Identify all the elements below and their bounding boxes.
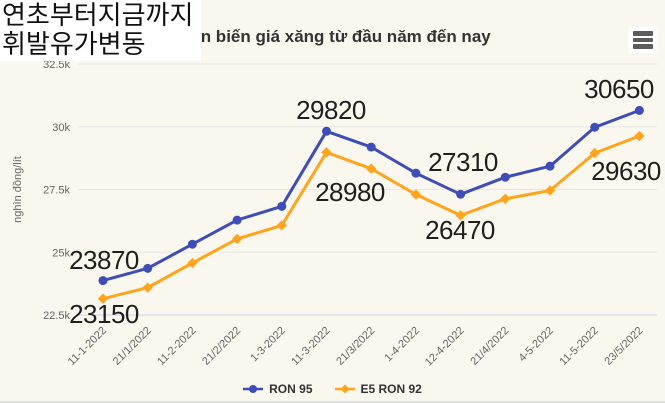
data-point — [500, 193, 511, 204]
data-point — [410, 189, 422, 200]
data-point — [589, 147, 600, 159]
data-point — [98, 276, 108, 286]
circle-marker-icon — [243, 385, 264, 393]
data-label: 26470 — [425, 215, 495, 245]
data-point — [276, 220, 287, 231]
data-label: 27310 — [428, 147, 498, 177]
x-axis-tick-label: 1-3-2022 — [248, 325, 288, 365]
legend-item-ron-95[interactable]: RON 95 — [243, 382, 313, 396]
legend-label: RON 95 — [269, 382, 313, 396]
data-label: 23150 — [69, 299, 139, 329]
korean-caption-line1: 연초부터지금까지 — [2, 0, 194, 30]
data-point — [232, 215, 242, 225]
data-point — [545, 161, 555, 171]
hamburger-icon — [633, 31, 653, 49]
data-point — [142, 282, 153, 293]
x-axis-tick-label: 11-3-2022 — [289, 325, 332, 368]
x-axis-tick-label: 11-1-2022 — [66, 325, 109, 368]
y-axis-tick-label: 25k — [52, 247, 70, 259]
data-point — [366, 142, 376, 152]
data-point — [411, 168, 421, 178]
data-point — [277, 201, 287, 211]
data-point — [544, 185, 556, 196]
x-axis-tick-label: 21/4/2022 — [468, 325, 511, 368]
data-point — [231, 233, 243, 245]
data-point — [366, 163, 377, 174]
diamond-marker-icon — [334, 384, 355, 394]
y-axis-tick-label: 22.5k — [43, 310, 70, 322]
y-axis-tick-label: 30k — [52, 122, 70, 134]
data-point — [590, 122, 600, 132]
data-label: 30650 — [584, 74, 654, 104]
data-point — [143, 263, 153, 273]
y-axis-tick-label: 27.5k — [43, 185, 70, 197]
data-point — [97, 293, 109, 304]
data-label: 23870 — [69, 245, 139, 275]
export-menu-button[interactable] — [628, 27, 658, 53]
data-point — [187, 257, 198, 269]
y-axis-tick-label: 32.5k — [43, 59, 70, 71]
x-axis-tick-label: 23/5/2022 — [602, 325, 645, 368]
data-label: 29820 — [296, 95, 366, 125]
x-axis-tick-label: 11-2-2022 — [155, 325, 198, 368]
x-axis-tick-label: 12-4-2022 — [423, 325, 467, 369]
x-axis-tick-label: 4-5-2022 — [516, 325, 556, 365]
y-axis-title: nghìn đồng/lít — [12, 156, 24, 223]
data-point — [456, 189, 466, 199]
data-point — [455, 210, 466, 221]
data-point — [322, 126, 331, 136]
korean-caption: 연초부터지금까지 휘발유가변동 — [0, 0, 202, 61]
data-point — [634, 105, 644, 115]
data-point — [187, 239, 197, 249]
data-point — [500, 172, 510, 182]
legend-label: E5 RON 92 — [360, 382, 422, 396]
x-axis-tick-label: 1-4-2022 — [382, 325, 422, 365]
legend: RON 95 E5 RON 92 — [0, 382, 665, 396]
x-axis-tick-label: 11-5-2022 — [557, 325, 600, 368]
data-label: 29630 — [591, 156, 661, 186]
data-label: 28980 — [315, 177, 385, 207]
data-point — [634, 130, 645, 142]
x-axis-tick-label: 21/2/2022 — [200, 325, 243, 368]
legend-item-e5-ron-92[interactable]: E5 RON 92 — [334, 382, 422, 396]
x-axis-tick-label: 21/3/2022 — [334, 325, 377, 368]
data-point — [321, 147, 332, 158]
x-axis-tick-label: 21/1/2022 — [111, 325, 154, 368]
korean-caption-line2: 휘발유가변동 — [2, 29, 146, 59]
